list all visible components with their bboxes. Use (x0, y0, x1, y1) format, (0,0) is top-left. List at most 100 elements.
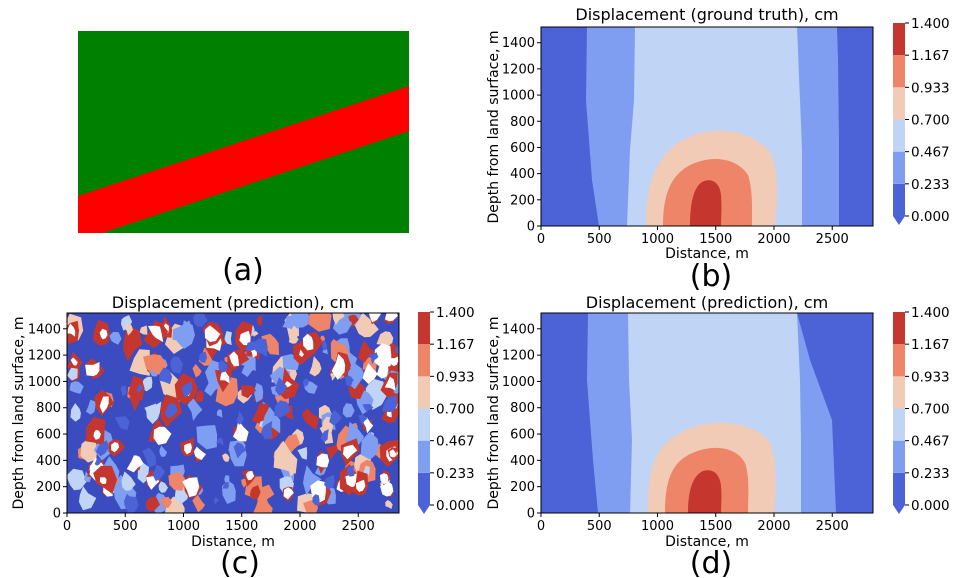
noise-patch (330, 371, 336, 381)
noise-patch (153, 426, 172, 445)
noise-patch (84, 471, 92, 483)
noise-patch (123, 496, 139, 513)
y-tick-label: 0 (527, 507, 535, 522)
noise-patch (216, 409, 223, 418)
colorbar-tick-label: 1.400 (436, 305, 475, 321)
noise-patch (384, 313, 398, 322)
x-tick-label: 500 (587, 232, 612, 247)
x-axis-label-c: Distance, m (191, 534, 275, 550)
colorbar-segment (893, 376, 905, 409)
contour-level-5 (690, 180, 722, 226)
noise-patch (376, 331, 394, 347)
noise-patch (114, 416, 130, 431)
y-axis-b: 0 200 400 600 800 1000 1200 1400 (502, 36, 541, 235)
colorbar-segment (893, 151, 905, 184)
chart-title-b: Displacement (ground truth), cm (575, 5, 838, 24)
colorbar-tick-label: 0.233 (911, 177, 950, 193)
noise-patch (159, 367, 173, 385)
noise-patch (193, 313, 208, 327)
y-tick-label: 200 (510, 480, 535, 495)
panel-label-a: (a) (222, 253, 264, 288)
noise-patch (126, 455, 144, 473)
noise-field-c (67, 313, 399, 513)
noise-patch (111, 442, 120, 453)
noise-patch (216, 437, 224, 446)
colorbar-segment (893, 440, 905, 473)
noise-patch (288, 464, 294, 477)
x-tick-label: 500 (113, 519, 138, 534)
colorbar-tick-label: 0.000 (436, 498, 475, 514)
colorbar-d: 0.000 0.233 0.467 0.700 0.933 1.167 1.400 (893, 305, 950, 514)
noise-patch (301, 408, 320, 430)
noise-patch (290, 313, 310, 329)
noise-patch (224, 331, 232, 346)
noise-patch (355, 479, 366, 492)
noise-patch (93, 429, 101, 440)
noise-patch (324, 474, 335, 490)
noise-patch (129, 349, 150, 376)
colorbar-segment (893, 312, 905, 345)
noise-patch (379, 473, 389, 485)
noise-patch (121, 471, 136, 491)
panel-b: Displacement (ground truth), cm 0 500 1000… (486, 5, 950, 294)
colorbar-tick-label: 1.400 (911, 305, 950, 321)
noise-patch (214, 497, 219, 506)
y-tick-label: 1200 (502, 62, 535, 77)
noise-patch (360, 431, 379, 460)
y-tick-label: 800 (510, 115, 535, 130)
noise-patch (187, 397, 203, 421)
noise-patch (222, 453, 230, 462)
noise-patch (146, 496, 160, 512)
noise-patch (241, 358, 256, 377)
colorbar-tick-label: 0.000 (911, 209, 950, 225)
noise-patch (389, 356, 399, 367)
y-axis-label-d: Depth from land surface, m (486, 316, 502, 509)
colorbar-extend-arrow (893, 216, 905, 225)
noise-patch (363, 417, 374, 434)
noise-patch (85, 362, 100, 377)
noise-patch (220, 369, 230, 384)
colorbar-tick-label: 1.167 (911, 337, 950, 353)
y-tick-label: 600 (510, 428, 535, 443)
x-axis-b: 0 500 1000 1500 2000 2500 (537, 226, 849, 247)
colorbar-tick-label: 0.700 (911, 402, 950, 418)
noise-patch (368, 313, 381, 323)
y-tick-label: 0 (53, 507, 61, 522)
noise-patch (144, 403, 157, 419)
noise-patch (346, 465, 355, 477)
x-tick-label: 2500 (342, 519, 375, 534)
contour-field-b (541, 27, 873, 226)
noise-patch (67, 468, 87, 491)
noise-patch (192, 363, 202, 378)
noise-patch (193, 446, 206, 460)
noise-patch (273, 440, 298, 474)
x-tick-label: 2000 (283, 519, 316, 534)
noise-patch (274, 400, 291, 418)
noise-patch (312, 494, 320, 506)
noise-patch (136, 384, 144, 394)
panel-d: Displacement (prediction), cm 0 500 1000 15… (486, 293, 950, 578)
noise-patch (70, 403, 81, 422)
y-tick-label: 800 (510, 401, 535, 416)
colorbar-tick-label: 0.933 (911, 80, 950, 96)
noise-patch (245, 341, 260, 351)
colorbar-tick-label: 0.233 (911, 466, 950, 482)
noise-patch (70, 357, 78, 366)
colorbar-segment (418, 344, 430, 377)
colorbar-segment (893, 472, 905, 505)
noise-patch (343, 375, 354, 386)
colorbar-segment (418, 312, 430, 345)
colorbar-b: 0.000 0.233 0.467 0.700 0.933 1.167 1.400 (893, 16, 950, 225)
noise-patch (99, 477, 107, 485)
x-tick-label: 500 (587, 519, 612, 534)
noise-patch (332, 313, 345, 325)
colorbar-segment (418, 440, 430, 473)
y-tick-label: 400 (510, 167, 535, 182)
colorbar-segment (893, 87, 905, 120)
noise-patch (123, 326, 143, 362)
noise-patch (199, 351, 208, 363)
colorbar-tick-label: 0.933 (436, 369, 475, 385)
noise-patch (331, 353, 346, 380)
noise-patch (94, 458, 102, 466)
noise-patch (139, 325, 148, 335)
